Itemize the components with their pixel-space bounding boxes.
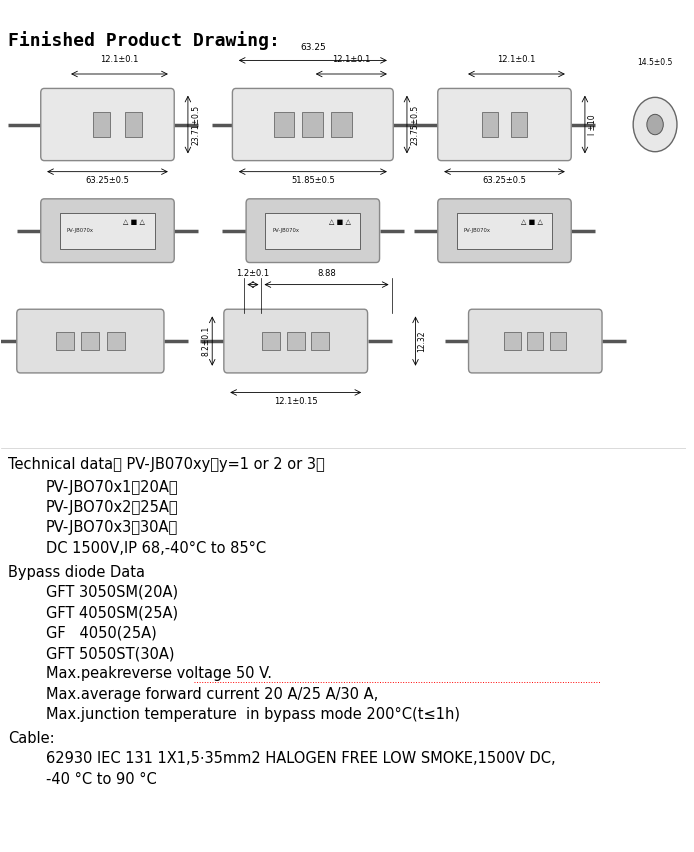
Bar bbox=[287, 332, 305, 350]
Bar bbox=[303, 112, 323, 137]
Text: 12.32: 12.32 bbox=[418, 331, 427, 352]
Bar bbox=[125, 112, 142, 137]
Text: PV-JBO70x1（20A）: PV-JBO70x1（20A） bbox=[46, 480, 178, 495]
Text: Max.average forward current 20 A/25 A/30 A,: Max.average forward current 20 A/25 A/30… bbox=[46, 687, 378, 702]
FancyBboxPatch shape bbox=[224, 309, 368, 373]
Text: △ ■ △: △ ■ △ bbox=[520, 219, 543, 225]
FancyBboxPatch shape bbox=[246, 199, 380, 262]
Bar bbox=[331, 112, 352, 137]
Text: Finished Product Drawing:: Finished Product Drawing: bbox=[8, 32, 280, 50]
Bar bbox=[550, 332, 566, 350]
Text: 51.85±0.5: 51.85±0.5 bbox=[291, 176, 335, 185]
Bar bbox=[511, 112, 527, 137]
Text: DC 1500V,IP 68,-40°C to 85°C: DC 1500V,IP 68,-40°C to 85°C bbox=[46, 541, 266, 556]
FancyBboxPatch shape bbox=[438, 199, 571, 262]
Text: GFT 3050SM(20A): GFT 3050SM(20A) bbox=[46, 585, 178, 600]
Text: Max.peakreverse voltage 50 V.: Max.peakreverse voltage 50 V. bbox=[46, 666, 272, 682]
Bar bbox=[262, 332, 280, 350]
Text: GFT 4050SM(25A): GFT 4050SM(25A) bbox=[46, 605, 178, 620]
Text: 63.25: 63.25 bbox=[300, 43, 325, 52]
Text: Cable:: Cable: bbox=[8, 731, 55, 746]
Bar bbox=[527, 332, 543, 350]
Text: 1.2±0.1: 1.2±0.1 bbox=[237, 269, 269, 278]
Text: -40 °C to 90 °C: -40 °C to 90 °C bbox=[46, 772, 157, 786]
Text: GFT 5050ST(30A): GFT 5050ST(30A) bbox=[46, 646, 174, 661]
Circle shape bbox=[647, 114, 663, 135]
Text: PV-JB070x: PV-JB070x bbox=[272, 228, 299, 233]
Bar bbox=[312, 332, 329, 350]
Text: PV-JB070x: PV-JB070x bbox=[67, 228, 94, 233]
Bar bbox=[273, 112, 294, 137]
Text: 62930 IEC 131 1X1,5⋅35mm2 HALOGEN FREE LOW SMOKE,1500V DC,: 62930 IEC 131 1X1,5⋅35mm2 HALOGEN FREE L… bbox=[46, 751, 555, 767]
Text: GF   4050(25A): GF 4050(25A) bbox=[46, 625, 157, 641]
FancyBboxPatch shape bbox=[232, 89, 393, 161]
Text: 8.88: 8.88 bbox=[317, 269, 336, 278]
Text: △ ■ △: △ ■ △ bbox=[124, 219, 145, 225]
Text: 23.71±0.5: 23.71±0.5 bbox=[192, 105, 201, 145]
FancyBboxPatch shape bbox=[17, 309, 164, 373]
Text: PV-JB070x: PV-JB070x bbox=[464, 228, 491, 233]
Text: 23.75±0.5: 23.75±0.5 bbox=[410, 105, 419, 145]
Text: Bypass diode Data: Bypass diode Data bbox=[8, 565, 145, 579]
Text: l ±10: l ±10 bbox=[589, 114, 598, 135]
Text: 63.25±0.5: 63.25±0.5 bbox=[85, 176, 129, 185]
Text: 12.1±0.1: 12.1±0.1 bbox=[100, 55, 139, 64]
FancyBboxPatch shape bbox=[41, 89, 174, 161]
FancyBboxPatch shape bbox=[438, 89, 571, 161]
Text: 12.1±0.1: 12.1±0.1 bbox=[498, 55, 536, 64]
Text: 12.1±0.15: 12.1±0.15 bbox=[274, 397, 318, 406]
Text: 8.2±0.1: 8.2±0.1 bbox=[202, 326, 211, 356]
Text: 14.5±0.5: 14.5±0.5 bbox=[637, 58, 672, 67]
Text: △ ■ △: △ ■ △ bbox=[329, 219, 350, 225]
Text: PV-JBO70x2（25A）: PV-JBO70x2（25A） bbox=[46, 500, 178, 515]
Bar bbox=[60, 213, 155, 249]
Circle shape bbox=[633, 97, 677, 152]
Bar bbox=[94, 112, 110, 137]
Bar bbox=[56, 332, 74, 350]
Bar bbox=[457, 213, 552, 249]
Bar bbox=[482, 112, 498, 137]
Text: Technical data： PV-JB070xy（y=1 or 2 or 3）: Technical data： PV-JB070xy（y=1 or 2 or 3… bbox=[8, 457, 325, 472]
Text: Max.junction temperature  in bypass mode 200°C(t≤1h): Max.junction temperature in bypass mode … bbox=[46, 707, 460, 722]
Bar bbox=[505, 332, 520, 350]
Bar bbox=[107, 332, 125, 350]
FancyBboxPatch shape bbox=[41, 199, 174, 262]
Bar bbox=[265, 213, 360, 249]
FancyBboxPatch shape bbox=[468, 309, 602, 373]
Text: 63.25±0.5: 63.25±0.5 bbox=[482, 176, 527, 185]
Text: 12.1±0.1: 12.1±0.1 bbox=[332, 55, 371, 64]
Text: PV-JBO70x3（30A）: PV-JBO70x3（30A） bbox=[46, 521, 178, 535]
Bar bbox=[81, 332, 99, 350]
